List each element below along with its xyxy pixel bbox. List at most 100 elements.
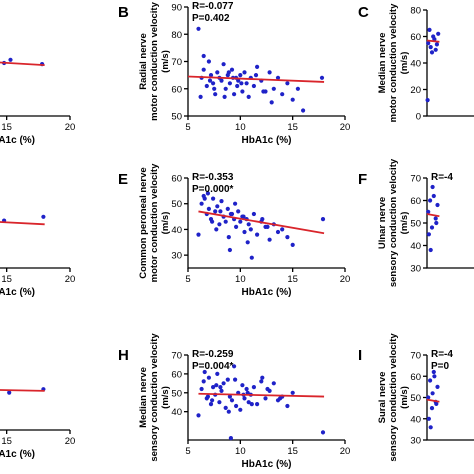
data-point [428, 425, 433, 430]
data-point [275, 229, 281, 235]
data-point [429, 50, 435, 55]
scatter-panel-4: 15 20 HbA1c (%) [0, 214, 75, 298]
data-point [426, 416, 431, 421]
y-axis-label-line: (m/s) [160, 50, 171, 73]
data-point [240, 383, 245, 388]
data-point [280, 92, 285, 97]
y-tick-label: 70 [410, 351, 421, 362]
data-point [205, 394, 210, 399]
stat-label: R=-0.259 [192, 349, 234, 360]
data-point [429, 406, 435, 411]
data-point [434, 401, 439, 406]
x-tick-label: 20 [340, 446, 351, 457]
x-tick-label: 5 [185, 122, 190, 133]
data-point [265, 386, 270, 392]
x-tick-label: 20 [65, 436, 76, 447]
data-point [232, 92, 237, 97]
data-point [259, 379, 264, 384]
y-axis-label-line: (m/s) [160, 386, 171, 409]
data-point [210, 219, 215, 224]
data-point [248, 227, 253, 232]
data-point [204, 83, 209, 89]
scatter-panel-1: 15 20 HbA1c (%) [0, 57, 75, 146]
y-axis-label-line: Sural nerve [377, 372, 388, 424]
data-point [429, 225, 435, 230]
data-point [285, 403, 290, 409]
data-point [245, 390, 250, 395]
data-point [435, 202, 440, 208]
axis-lines [0, 429, 70, 431]
y-axis-label: Ulnar nerve sensory conduction velocity (m… [377, 158, 410, 287]
data-point [208, 73, 214, 78]
data-point [196, 413, 201, 418]
data-point [208, 402, 214, 407]
data-point [201, 379, 206, 384]
data-point [229, 398, 235, 403]
data-point [290, 242, 295, 247]
data-point [255, 232, 260, 237]
data-point [249, 402, 254, 407]
data-point [249, 255, 254, 260]
y-tick-label: 80 [410, 6, 421, 17]
data-point [238, 219, 243, 224]
data-point [240, 89, 245, 94]
data-point [271, 86, 276, 91]
data-point [221, 381, 226, 386]
data-point [41, 214, 46, 219]
y-axis-label-line: sensory conduction velocity [388, 158, 399, 287]
data-point [219, 388, 224, 393]
y-tick-label: 60 [171, 369, 182, 380]
data-point [213, 92, 218, 97]
data-point [251, 83, 256, 89]
data-point [215, 371, 220, 376]
data-point [242, 229, 247, 235]
data-point [234, 224, 239, 229]
data-point [432, 374, 437, 379]
stat-label: R=-4 [431, 349, 453, 360]
x-tick-label: 15 [1, 274, 12, 285]
panel-letter: I [358, 347, 362, 364]
stat-label: R=-0.077 [192, 1, 234, 12]
data-point [426, 232, 431, 237]
data-point [236, 78, 241, 83]
data-point [227, 247, 232, 253]
panel-letter: H [118, 347, 129, 364]
data-point [255, 402, 260, 407]
data-point [205, 191, 210, 196]
y-tick-label: 40 [171, 225, 182, 236]
y-axis-label-line: motor conduction velocity [388, 3, 399, 122]
data-point [206, 206, 211, 211]
regression-line [0, 389, 45, 392]
data-point [280, 227, 285, 232]
data-point [261, 89, 266, 94]
data-point [211, 196, 216, 201]
data-point [213, 209, 218, 214]
data-point [271, 381, 276, 386]
data-point [215, 204, 220, 209]
x-axis-label: HbA1c (%) [241, 287, 291, 298]
x-axis-label: HbA1c (%) [0, 135, 35, 146]
x-tick-label: 5 [185, 274, 190, 285]
data-point [7, 390, 12, 395]
y-tick-label: 50 [171, 112, 182, 123]
y-tick-label: 50 [410, 393, 421, 404]
data-point [222, 94, 227, 99]
y-axis-label-line: (m/s) [160, 212, 171, 235]
data-point [260, 217, 265, 222]
data-point [428, 378, 433, 383]
data-point [214, 383, 219, 388]
stat-label: P=0.004* [192, 361, 234, 372]
data-point [210, 398, 215, 403]
axis-lines [0, 267, 70, 269]
data-point [199, 386, 204, 392]
data-point [246, 222, 251, 227]
y-tick-label: 40 [171, 407, 182, 418]
panel-letter: E [118, 171, 128, 188]
y-axis-label-line: sensory conduction velocity [149, 333, 160, 462]
data-point [428, 45, 433, 50]
data-point [221, 62, 226, 67]
data-point [320, 430, 326, 435]
